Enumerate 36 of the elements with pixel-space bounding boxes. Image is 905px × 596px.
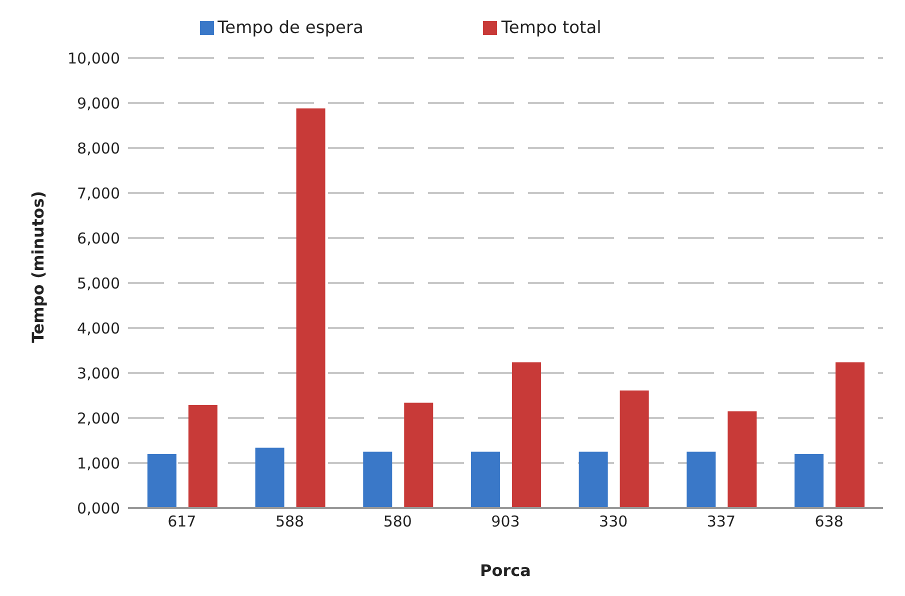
bar: [686, 452, 716, 508]
bar: [296, 108, 326, 508]
bar: [578, 452, 608, 508]
y-tick-label: 2,000: [77, 409, 120, 428]
y-tick-label: 1,000: [77, 454, 120, 472]
x-tick-label: 330: [599, 512, 628, 531]
x-tick-label: 638: [814, 512, 844, 531]
y-tick-label: 4,000: [77, 319, 120, 338]
bar: [147, 454, 176, 508]
y-tick-label: 8,000: [77, 139, 120, 158]
y-axis-title: Tempo (minutos): [28, 190, 48, 343]
y-tick-label: 6,000: [77, 229, 120, 248]
legend-label: Tempo de espera: [218, 18, 364, 38]
y-tick-label: 9,000: [77, 94, 120, 112]
bar: [255, 448, 284, 508]
legend-label: Tempo total: [501, 18, 602, 38]
y-tick-label: 3,000: [77, 364, 120, 382]
x-tick-label: 337: [706, 512, 736, 531]
x-tick-label: 580: [383, 512, 412, 531]
bar: [404, 402, 434, 508]
bar: [836, 362, 865, 508]
bar: [512, 362, 541, 508]
bar: [188, 404, 218, 508]
bar: [620, 390, 649, 508]
bar: [728, 411, 757, 508]
x-tick-label: 903: [491, 512, 520, 531]
y-tick-label: 7,000: [77, 184, 120, 202]
y-tick-label: 0,000: [77, 499, 120, 518]
x-tick-label: 617: [168, 512, 196, 531]
bar: [794, 454, 824, 508]
y-tick-label: 10,000: [68, 49, 120, 68]
x-axis-title: Porca: [480, 561, 531, 580]
y-tick-label: 5,000: [77, 274, 120, 292]
bar: [363, 452, 392, 508]
x-tick-label: 588: [275, 512, 304, 531]
bar: [470, 452, 500, 508]
